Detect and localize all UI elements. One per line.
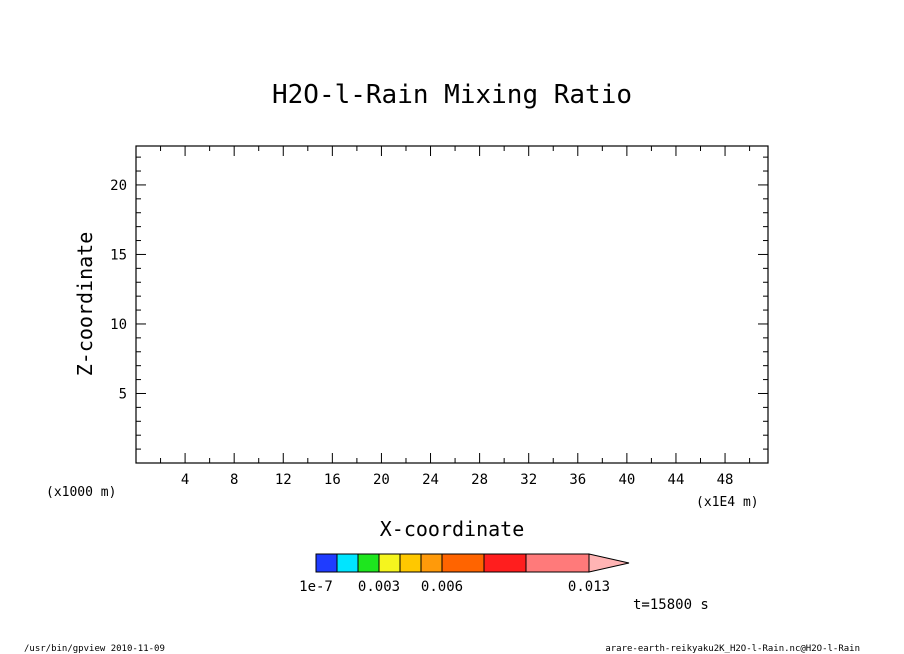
x-tick-label: 32: [520, 472, 537, 488]
colorbar-segment: [378, 553, 401, 573]
footer-left: /usr/bin/gpview 2010-11-09: [24, 644, 165, 654]
x-tick-label: 36: [569, 472, 586, 488]
y-tick-label: 15: [110, 247, 127, 263]
colorbar: [315, 553, 630, 573]
time-label: t=15800 s: [633, 597, 709, 613]
colorbar-label: 0.013: [568, 579, 610, 595]
y-axis-label: Z-coordinate: [73, 232, 97, 377]
y-tick-marks: [136, 156, 768, 450]
colorbar-arrow: [588, 553, 630, 573]
y-tick-label: 10: [110, 317, 127, 333]
y-tick-labels: 5 10 15 20: [110, 178, 127, 403]
colorbar-segment: [525, 553, 590, 573]
colorbar-segment: [357, 553, 380, 573]
colorbar-segment: [336, 553, 359, 573]
x-tick-label: 44: [668, 472, 685, 488]
x-tick-label: 20: [373, 472, 390, 488]
x-tick-label: 48: [717, 472, 734, 488]
colorbar-segment: [441, 553, 485, 573]
colorbar-segment: [483, 553, 527, 573]
x-unit-right: (x1E4 m): [696, 495, 759, 510]
x-tick-label: 4: [181, 472, 189, 488]
chart-title: H2O-l-Rain Mixing Ratio: [272, 80, 632, 110]
footer-right: arare-earth-reikyaku2K_H2O-l-Rain.nc@H2O…: [605, 644, 860, 654]
y-tick-label: 20: [110, 178, 127, 194]
x-tick-label: 16: [324, 472, 341, 488]
colorbar-labels: 1e-7 0.003 0.006 0.013: [299, 579, 610, 595]
x-axis-label: X-coordinate: [380, 517, 525, 541]
x-tick-label: 40: [618, 472, 635, 488]
colorbar-segment: [315, 553, 338, 573]
colorbar-segment: [399, 553, 422, 573]
colorbar-segment: [420, 553, 443, 573]
x-tick-labels: 4 8 12 16 20 24 28 32 36 40 44 48: [181, 472, 734, 488]
x-unit-left: (x1000 m): [46, 485, 116, 500]
x-tick-label: 24: [422, 472, 439, 488]
x-tick-label: 12: [275, 472, 292, 488]
y-tick-label: 5: [119, 386, 127, 402]
colorbar-label: 1e-7: [299, 579, 333, 595]
x-tick-marks: [160, 146, 751, 463]
colorbar-label: 0.006: [421, 579, 463, 595]
colorbar-label: 0.003: [358, 579, 400, 595]
plot-frame: [135, 145, 769, 464]
x-tick-label: 28: [471, 472, 488, 488]
x-tick-label: 8: [230, 472, 238, 488]
